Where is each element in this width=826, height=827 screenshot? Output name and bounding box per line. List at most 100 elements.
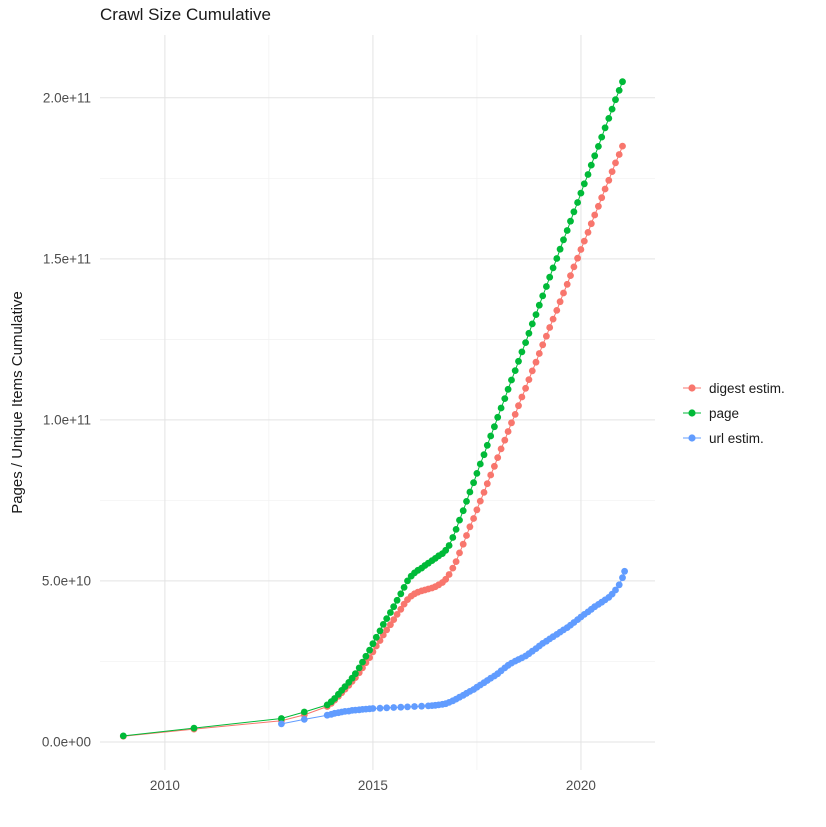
x-tick-label: 2020 — [566, 778, 596, 793]
data-point-page — [449, 534, 457, 541]
data-point-page — [442, 546, 450, 554]
data-point-digest-estim — [567, 272, 574, 279]
data-point-page — [601, 124, 609, 132]
data-point-page — [615, 87, 623, 94]
legend-key-digest-estim — [683, 384, 701, 392]
data-point-digest-estim — [539, 341, 547, 349]
data-point-page — [459, 507, 467, 515]
data-point-page — [563, 227, 571, 234]
data-point-page — [515, 357, 522, 365]
data-point-digest-estim — [491, 462, 498, 470]
data-point-digest-estim — [598, 194, 606, 202]
data-point-digest-estim — [494, 454, 502, 461]
legend-key-dot — [688, 434, 696, 442]
data-point-page — [608, 105, 616, 113]
data-point-url-estim — [619, 574, 626, 582]
data-point-digest-estim — [390, 616, 398, 623]
data-point-page — [372, 633, 380, 641]
data-point-digest-estim — [546, 324, 554, 331]
data-point-digest-estim — [501, 436, 509, 444]
series-page — [119, 78, 626, 740]
data-point-page — [456, 516, 463, 524]
data-point-page — [463, 498, 470, 505]
x-tick-label: 2015 — [358, 778, 388, 793]
data-point-digest-estim — [504, 428, 512, 435]
data-point-page — [445, 542, 453, 549]
data-point-url-estim — [369, 705, 377, 712]
data-point-digest-estim — [511, 411, 519, 418]
legend: digest estim. page url estim. — [682, 380, 785, 446]
data-point-url-estim — [404, 703, 411, 711]
data-point-page — [518, 348, 526, 356]
data-point-digest-estim — [508, 419, 515, 427]
legend-label-page: page — [709, 405, 740, 421]
data-point-page — [352, 670, 359, 678]
data-point-url-estim — [397, 703, 405, 711]
data-point-page — [379, 621, 387, 628]
data-point-page — [546, 273, 554, 281]
legend-key-page — [683, 409, 701, 417]
data-point-digest-estim — [553, 307, 561, 314]
data-point-page — [598, 133, 606, 141]
data-point-page — [390, 603, 398, 611]
data-point-digest-estim — [535, 350, 543, 357]
data-point-page — [553, 255, 561, 262]
data-point-page — [501, 395, 509, 402]
data-point-page — [574, 199, 581, 206]
data-point-page — [528, 320, 536, 328]
data-point-url-estim — [612, 586, 619, 594]
data-point-url-estim — [376, 704, 384, 712]
data-point-page — [580, 180, 588, 188]
data-point-digest-estim — [528, 367, 536, 375]
data-point-digest-estim — [383, 626, 391, 634]
data-point-page — [494, 413, 502, 421]
data-point-page — [400, 584, 408, 591]
data-point-page — [504, 385, 512, 393]
data-point-url-estim — [615, 581, 623, 589]
data-point-page — [355, 664, 363, 672]
data-point-page — [300, 708, 308, 716]
y-tick-label: 0.0e+00 — [42, 734, 91, 749]
data-point-page — [584, 171, 592, 178]
x-tick-label: 2010 — [150, 778, 180, 793]
legend-key-dot — [688, 409, 696, 417]
data-point-page — [587, 161, 595, 169]
data-point-page — [452, 526, 460, 533]
data-point-page — [549, 264, 557, 272]
legend-key-url-estim — [683, 434, 701, 442]
data-point-digest-estim — [393, 611, 401, 618]
data-point-digest-estim — [587, 220, 595, 228]
data-point-page — [119, 732, 127, 740]
data-point-page — [535, 301, 543, 309]
data-point-page — [570, 208, 578, 216]
data-point-page — [470, 479, 477, 487]
data-point-url-estim — [278, 720, 285, 728]
data-point-digest-estim — [518, 393, 526, 401]
data-point-page — [532, 311, 540, 318]
data-point-page — [543, 283, 550, 290]
data-point-page — [476, 460, 484, 468]
data-point-page — [393, 596, 401, 604]
data-point-digest-estim — [563, 280, 571, 288]
legend-label-url-estim: url estim. — [709, 430, 764, 446]
data-point-page — [497, 404, 505, 412]
grid-major — [100, 35, 655, 770]
data-point-digest-estim — [387, 621, 394, 629]
data-point-digest-estim — [515, 402, 522, 410]
data-point-digest-estim — [549, 315, 557, 323]
data-point-digest-estim — [449, 564, 457, 572]
data-point-url-estim — [383, 704, 391, 712]
data-point-page — [487, 432, 495, 440]
data-point-digest-estim — [608, 168, 616, 176]
data-point-url-estim — [300, 716, 308, 723]
legend-item-url-estim: url estim. — [682, 430, 785, 446]
y-axis-label-container: Pages / Unique Items Cumulative — [2, 35, 32, 770]
data-point-digest-estim — [591, 211, 599, 219]
data-point-page — [612, 96, 619, 104]
y-tick-label: 2.0e+11 — [43, 90, 91, 105]
y-axis-label: Pages / Unique Items Cumulative — [8, 291, 26, 514]
data-point-digest-estim — [574, 254, 581, 262]
data-point-digest-estim — [605, 176, 613, 184]
data-point-page — [278, 715, 285, 722]
